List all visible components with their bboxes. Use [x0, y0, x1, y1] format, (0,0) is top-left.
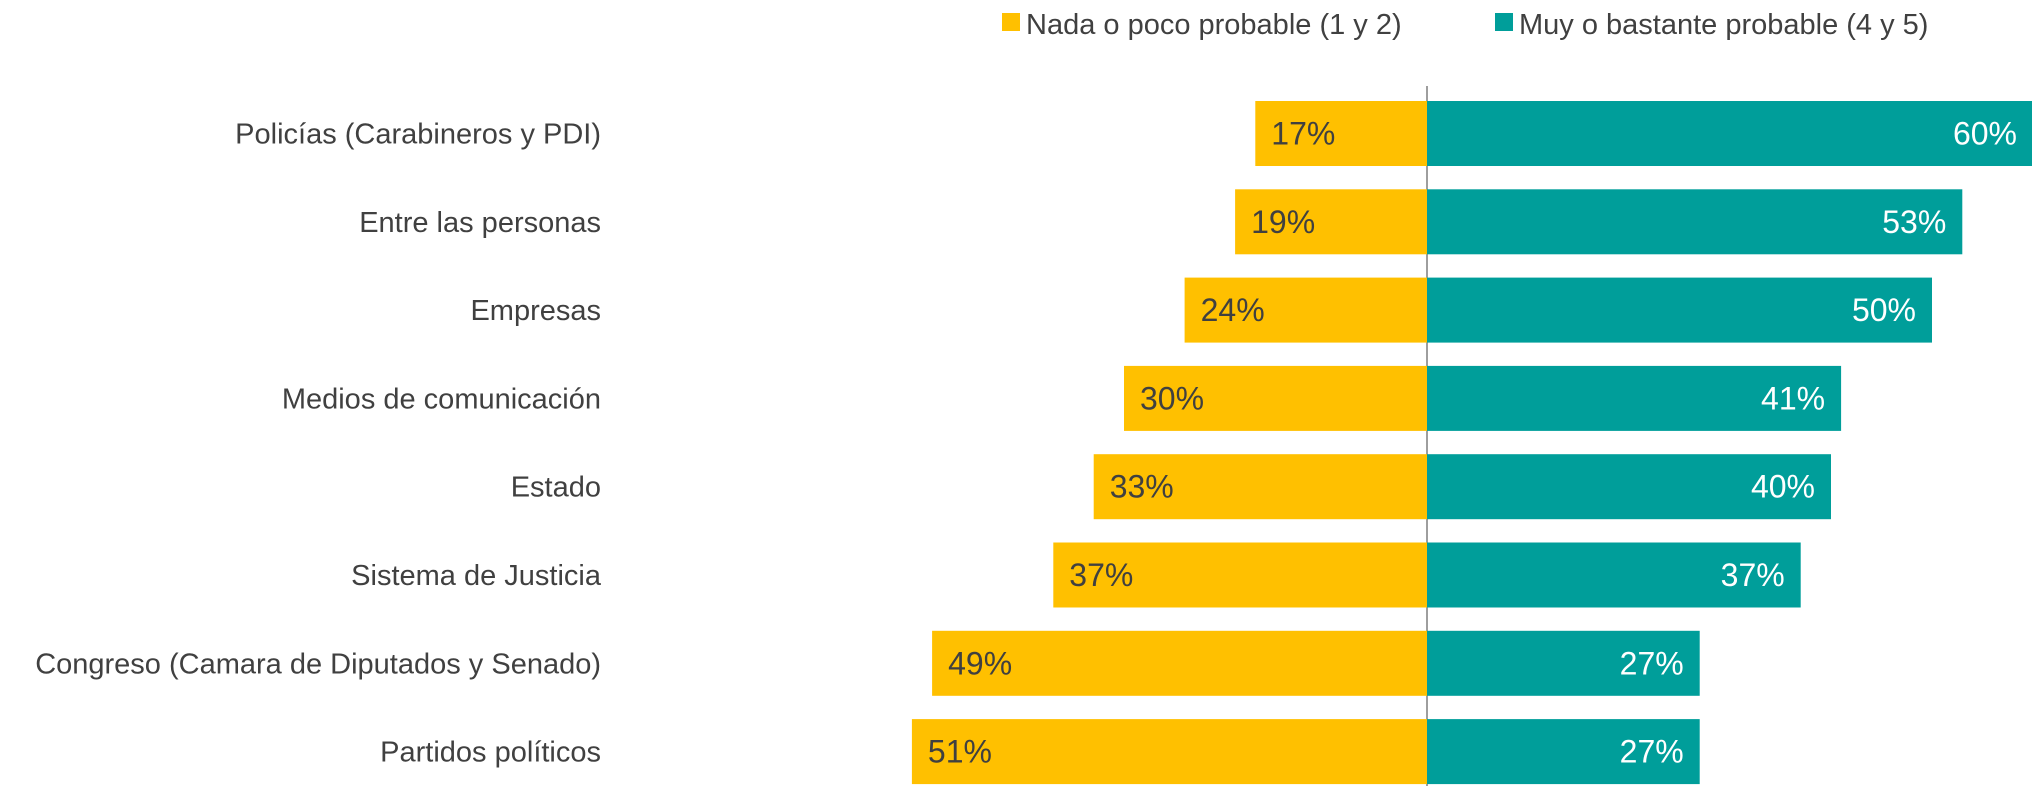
category-label: Estado	[511, 472, 601, 504]
category-label: Empresas	[470, 295, 601, 327]
category-label: Entre las personas	[359, 207, 601, 239]
legend: Nada o poco probable (1 y 2) Muy o bastan…	[1002, 9, 1928, 41]
data-label-nada-poco-probable: 33%	[1110, 469, 1174, 505]
bar-nada-poco-probable	[1053, 542, 1427, 608]
data-label-muy-bastante-probable: 60%	[1953, 116, 2017, 152]
bars-group	[911, 101, 2032, 785]
labels-group: Policías (Carabineros y PDI) 17% 60% Entre …	[35, 116, 2017, 770]
bar-nada-poco-probable	[1093, 454, 1427, 520]
data-label-nada-poco-probable: 37%	[1069, 557, 1133, 593]
bar-muy-bastante-probable	[1427, 101, 2032, 166]
legend-label: Nada o poco probable (1 y 2)	[1026, 9, 1402, 41]
data-label-nada-poco-probable: 24%	[1201, 292, 1265, 328]
bar-muy-bastante-probable	[1427, 542, 1801, 608]
data-label-nada-poco-probable: 30%	[1140, 380, 1204, 416]
data-label-nada-poco-probable: 51%	[928, 734, 992, 770]
data-label-muy-bastante-probable: 27%	[1620, 734, 1684, 770]
data-label-muy-bastante-probable: 40%	[1751, 469, 1815, 505]
bar-muy-bastante-probable	[1427, 454, 1831, 520]
data-label-muy-bastante-probable: 41%	[1761, 380, 1825, 416]
category-label: Partidos políticos	[380, 737, 601, 769]
data-label-nada-poco-probable: 49%	[948, 645, 1012, 681]
legend-swatch	[1002, 13, 1020, 31]
bar-nada-poco-probable	[1235, 189, 1427, 255]
bar-muy-bastante-probable	[1427, 189, 1963, 255]
data-label-nada-poco-probable: 17%	[1271, 116, 1335, 152]
bar-muy-bastante-probable	[1427, 277, 1932, 343]
bar-nada-poco-probable	[932, 630, 1427, 696]
bar-muy-bastante-probable	[1427, 365, 1842, 431]
legend-label: Muy o bastante probable (4 y 5)	[1519, 9, 1928, 41]
category-label: Congreso (Camara de Diputados y Senado)	[35, 648, 601, 680]
data-label-muy-bastante-probable: 50%	[1852, 292, 1916, 328]
legend-swatch	[1495, 13, 1513, 31]
category-label: Policías (Carabineros y PDI)	[235, 119, 601, 151]
data-label-nada-poco-probable: 19%	[1251, 204, 1315, 240]
bar-muy-bastante-probable	[1427, 719, 1700, 785]
data-label-muy-bastante-probable: 53%	[1882, 204, 1946, 240]
category-label: Sistema de Justicia	[351, 560, 602, 592]
data-label-muy-bastante-probable: 27%	[1620, 645, 1684, 681]
category-label: Medios de comunicación	[282, 383, 601, 415]
bar-muy-bastante-probable	[1427, 630, 1700, 696]
bar-nada-poco-probable	[911, 719, 1427, 785]
bar-nada-poco-probable	[1124, 365, 1427, 431]
bar-nada-poco-probable	[1184, 277, 1427, 343]
bar-nada-poco-probable	[1255, 101, 1427, 166]
data-label-muy-bastante-probable: 37%	[1721, 557, 1785, 593]
